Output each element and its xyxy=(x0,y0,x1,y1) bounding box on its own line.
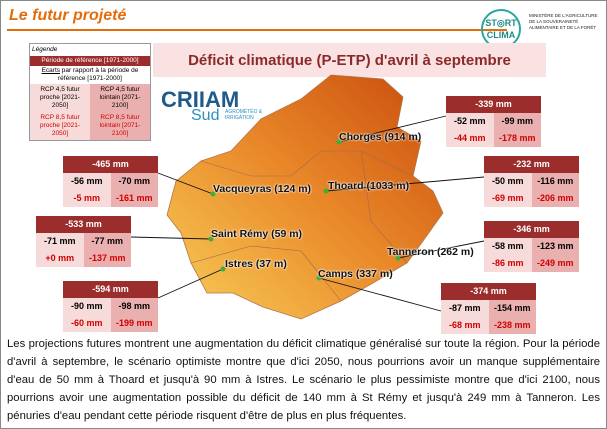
values-row: -60 mm -199 mm xyxy=(63,315,158,332)
value-cell: -178 mm xyxy=(493,130,541,147)
value-cell: -70 mm xyxy=(110,173,158,190)
value-cell: -238 mm xyxy=(488,317,536,334)
values-row: -71 mm -77 mm xyxy=(36,233,131,250)
values-row: -52 mm -99 mm xyxy=(446,113,541,130)
department-border xyxy=(360,150,408,264)
reference-value: -594 mm xyxy=(63,281,158,298)
values-row: -87 mm -154 mm xyxy=(441,300,536,317)
value-cell: -116 mm xyxy=(531,173,579,190)
station-label: Thoard (1033 m) xyxy=(328,180,410,192)
reference-value: -339 mm xyxy=(446,96,541,113)
value-cell: +0 mm xyxy=(36,250,84,267)
value-cell: -86 mm xyxy=(484,255,532,272)
value-cell: -98 mm xyxy=(110,298,158,315)
value-cell: -154 mm xyxy=(488,300,536,317)
values-row: -58 mm -123 mm xyxy=(484,238,579,255)
map-title: Déficit climatique (P-ETP) d'avril à sep… xyxy=(188,52,511,69)
value-cell: -199 mm xyxy=(110,315,158,332)
value-cell: -68 mm xyxy=(441,317,489,334)
legend-ecarts: Ecarts par rapport à la période de référ… xyxy=(41,67,139,82)
station-label: Chorges (914 m) xyxy=(339,131,422,143)
title-rule xyxy=(7,29,507,31)
station-box: -374 mm -87 mm -154 mm -68 mm -238 mm xyxy=(441,283,536,334)
station-label: Tanneron (262 m) xyxy=(387,246,474,258)
value-cell: -90 mm xyxy=(63,298,111,315)
value-cell: -123 mm xyxy=(531,238,579,255)
reference-value: -232 mm xyxy=(484,156,579,173)
criiam-logo: CRIIAM xyxy=(161,87,240,112)
reference-value: -533 mm xyxy=(36,216,131,233)
reference-value: -465 mm xyxy=(63,156,158,173)
value-cell: -50 mm xyxy=(484,173,532,190)
value-cell: -71 mm xyxy=(36,233,84,250)
legend-reference: Période de référence [1971-2000] xyxy=(30,56,150,66)
legend-cell: RCP 8,5 futur proche [2021-2050] xyxy=(30,112,90,140)
station-label: Camps (337 m) xyxy=(318,268,393,280)
values-row: -68 mm -238 mm xyxy=(441,317,536,334)
value-cell: -56 mm xyxy=(63,173,111,190)
leader-lines xyxy=(130,115,485,312)
criiam-region: Sud xyxy=(191,107,220,124)
legend-title: Légende xyxy=(32,46,58,53)
criiam-tagline: AGROMÉTÉO & IRRIGATION xyxy=(225,109,263,121)
values-row: +0 mm -137 mm xyxy=(36,250,131,267)
values-row: -69 mm -206 mm xyxy=(484,190,579,207)
values-row: -56 mm -70 mm xyxy=(63,173,158,190)
map xyxy=(130,74,485,320)
station-label: Vacqueyras (124 m) xyxy=(213,183,312,195)
station-box: -465 mm -56 mm -70 mm -5 mm -161 mm xyxy=(63,156,158,207)
value-cell: -249 mm xyxy=(531,255,579,272)
values-row: -44 mm -178 mm xyxy=(446,130,541,147)
value-cell: -69 mm xyxy=(484,190,532,207)
map-title-bg xyxy=(153,43,546,77)
station-dots xyxy=(208,139,401,281)
value-cell: -44 mm xyxy=(446,130,494,147)
value-cell: -87 mm xyxy=(441,300,489,317)
station-box: -533 mm -71 mm -77 mm +0 mm -137 mm xyxy=(36,216,131,267)
value-cell: -52 mm xyxy=(446,113,494,130)
station-box: -232 mm -50 mm -116 mm -69 mm -206 mm xyxy=(484,156,579,207)
value-cell: -137 mm xyxy=(83,250,131,267)
legend-cell: RCP 8,5 futur lointain [2071-2100] xyxy=(90,112,150,140)
region-shape xyxy=(166,74,444,320)
ministry-logo: MINISTÈRE DE L'AGRICULTURE DE LA SOUVERA… xyxy=(529,13,598,30)
values-row: -5 mm -161 mm xyxy=(63,190,158,207)
page-title: Le futur projeté xyxy=(9,7,127,24)
value-cell: -5 mm xyxy=(63,190,111,207)
value-cell: -99 mm xyxy=(493,113,541,130)
station-box: -594 mm -90 mm -98 mm -60 mm -199 mm xyxy=(63,281,158,332)
value-cell: -60 mm xyxy=(63,315,111,332)
reference-value: -374 mm xyxy=(441,283,536,300)
value-cell: -161 mm xyxy=(110,190,158,207)
station-label: Istres (37 m) xyxy=(225,258,287,270)
station-box: -339 mm -52 mm -99 mm -44 mm -178 mm xyxy=(446,96,541,147)
legend: Légende Période de référence [1971-2000]… xyxy=(29,43,151,141)
reference-value: -346 mm xyxy=(484,221,579,238)
value-cell: -77 mm xyxy=(83,233,131,250)
station-label: Saint Rémy (59 m) xyxy=(211,228,303,240)
station-box: -346 mm -58 mm -123 mm -86 mm -249 mm xyxy=(484,221,579,272)
department-border xyxy=(200,150,414,177)
paragraph: Les projections futures montrent une aug… xyxy=(7,338,600,422)
value-cell: -58 mm xyxy=(484,238,532,255)
value-cell: -206 mm xyxy=(531,190,579,207)
legend-cell: RCP 4,5 futur lointain [2071-2100] xyxy=(90,84,150,112)
department-border xyxy=(190,245,342,302)
values-row: -90 mm -98 mm xyxy=(63,298,158,315)
values-row: -86 mm -249 mm xyxy=(484,255,579,272)
legend-cell: RCP 4,5 futur proche [2021-2050] xyxy=(30,84,90,112)
values-row: -50 mm -116 mm xyxy=(484,173,579,190)
